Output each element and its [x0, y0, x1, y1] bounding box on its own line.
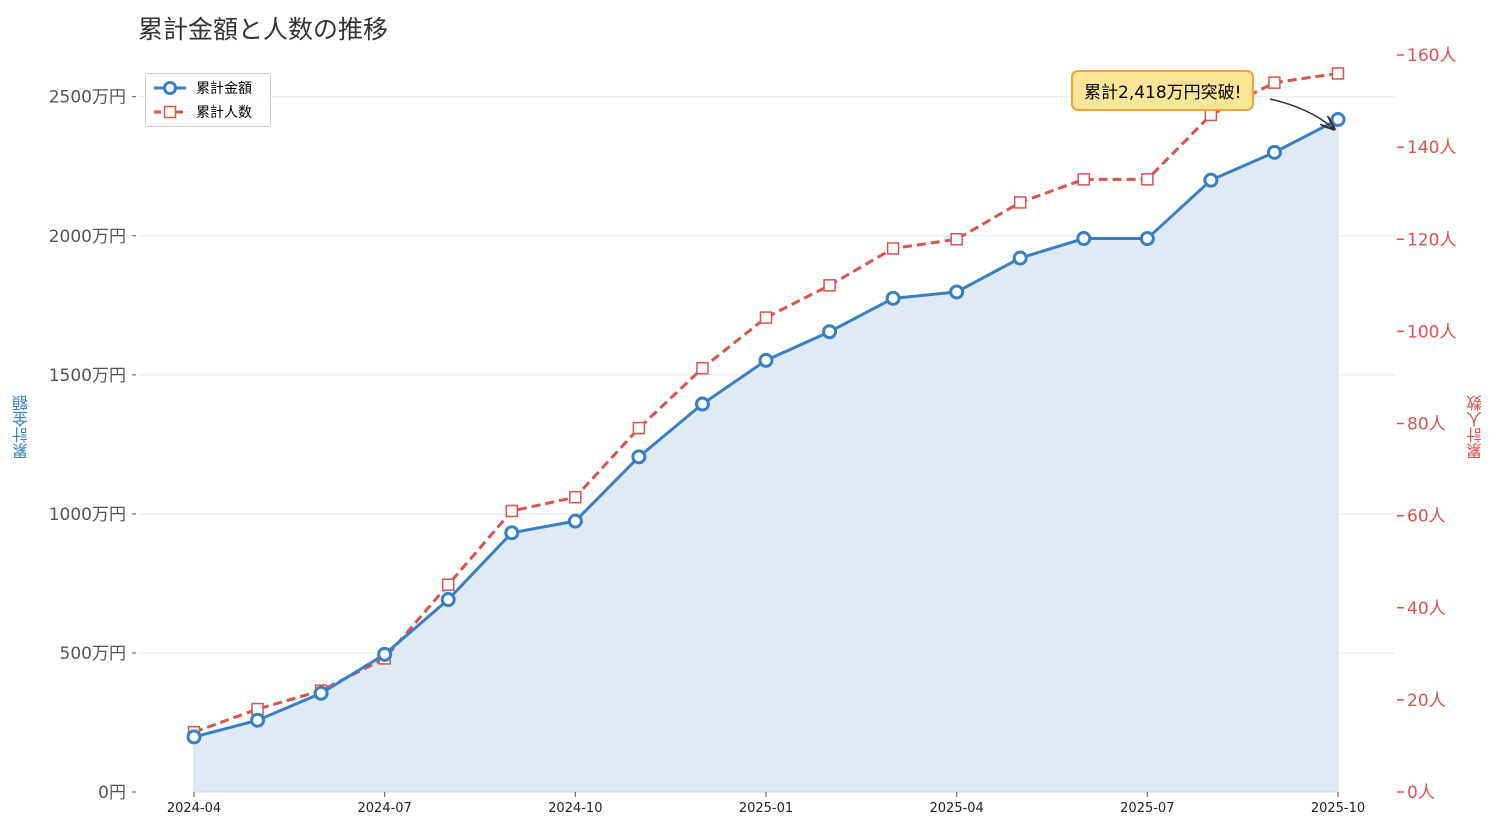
y-right-tick-label: 140人 [1407, 138, 1456, 158]
count-point [823, 279, 836, 292]
y-axis-left-label: 累計金額 [12, 395, 31, 459]
count-point [505, 504, 519, 518]
x-tick-label: 2025-10 [1311, 801, 1365, 816]
y-right-tick-label: 120人 [1407, 230, 1456, 250]
x-tick-label: 2024-10 [548, 801, 602, 816]
amount-point [885, 290, 901, 306]
y-left-tick-label: 500万円 [60, 644, 126, 664]
legend-item-count: 累計人数 [152, 101, 252, 123]
legend-item-amount: 累計金額 [152, 77, 252, 99]
amount-point [822, 324, 838, 340]
amount-point [1266, 144, 1282, 160]
y-left-tick-label: 2000万円 [49, 227, 126, 247]
y-axis-right-label: 累計人数 [1466, 395, 1485, 459]
axes [132, 54, 1404, 797]
amount-point [758, 352, 774, 368]
count-point [1141, 173, 1154, 186]
amount-point [1330, 112, 1346, 128]
count-point [759, 311, 773, 324]
count-point [696, 361, 709, 375]
amount-point [949, 284, 965, 300]
legend-amount-marker-icon [154, 81, 186, 95]
y-right-tick-label: 60人 [1407, 507, 1446, 527]
count-point [886, 242, 900, 255]
amount-point [567, 513, 583, 529]
count-point [1331, 67, 1345, 80]
legend-amount-label: 累計金額 [196, 81, 252, 97]
tick-labels: 0円 500万円 1000万円 1500万円 2000万円 2500万円 0人 20人 40人 6… [49, 46, 1457, 816]
x-tick-label: 2024-04 [167, 801, 221, 816]
x-tick-label: 2025-04 [930, 801, 984, 816]
x-tick-label: 2024-07 [358, 801, 412, 816]
count-point [950, 233, 963, 246]
y-left-tick-label: 0円 [98, 783, 126, 803]
x-tick-label: 2025-07 [1120, 801, 1174, 816]
y-right-tick-label: 160人 [1407, 46, 1456, 66]
count-point [632, 421, 646, 435]
amount-point [1139, 231, 1155, 247]
chart-title: 累計金額と人数の推移 [138, 15, 389, 44]
y-left-tick-label: 2500万円 [49, 88, 126, 108]
x-tick-label: 2025-01 [739, 801, 793, 816]
y-right-tick-label: 20人 [1407, 691, 1446, 711]
amount-point [440, 592, 456, 608]
y-right-tick-label: 80人 [1407, 415, 1446, 435]
amount-point [1012, 250, 1028, 266]
y-right-tick-label: 100人 [1407, 322, 1456, 342]
amount-point [694, 396, 710, 412]
legend: 累計金額 累計人数 [145, 73, 271, 127]
amount-point [1076, 231, 1092, 247]
legend-count-label: 累計人数 [196, 105, 252, 121]
count-point [441, 578, 455, 591]
count-point [569, 490, 582, 504]
annotation-callout: 累計2,418万円突破! [1071, 70, 1255, 111]
amount-point [377, 646, 393, 662]
y-right-tick-label: 40人 [1407, 599, 1446, 619]
count-point [1268, 76, 1281, 89]
amount-point [631, 449, 647, 465]
amount-point [186, 729, 202, 745]
y-left-tick-label: 1500万円 [49, 366, 126, 386]
count-point [1013, 196, 1027, 209]
count-point [1204, 108, 1218, 122]
count-point [1077, 173, 1091, 186]
amount-point [504, 525, 520, 541]
y-right-tick-label: 0人 [1407, 783, 1435, 803]
y-left-tick-label: 1000万円 [49, 505, 126, 525]
amount-point [250, 712, 266, 728]
series-markers [186, 67, 1346, 745]
legend-count-marker-icon [154, 105, 186, 119]
amount-point [1203, 172, 1219, 188]
amount-point [313, 685, 329, 701]
